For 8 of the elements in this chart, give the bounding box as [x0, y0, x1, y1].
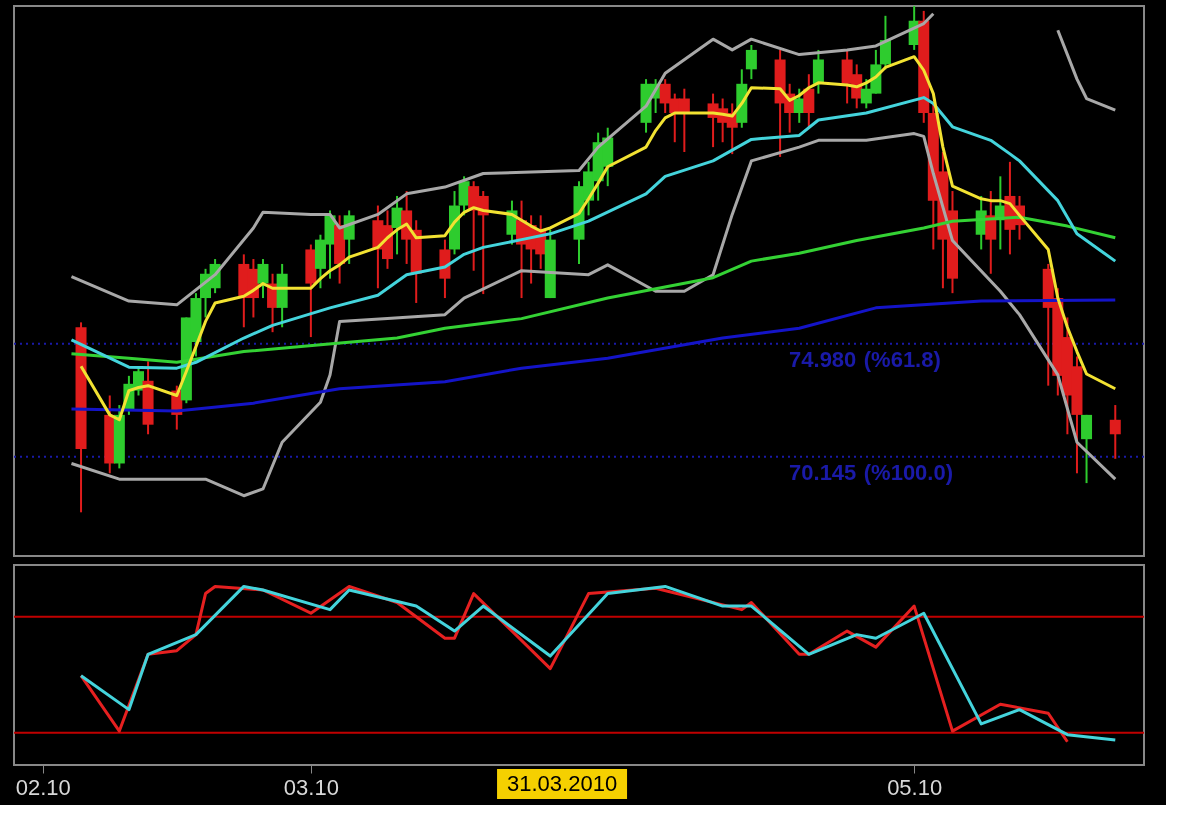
- y-tick-label: 70.145: [789, 460, 857, 486]
- annotation: (%100.0): [863, 459, 954, 485]
- x-tick-label: 05.10: [887, 774, 943, 800]
- annotation: (%61.8): [863, 346, 941, 372]
- text: 31.03.2010: [507, 771, 618, 796]
- x-tick-label: 03.10: [283, 774, 339, 800]
- y-tick-label: 74.980: [789, 347, 857, 373]
- x-tick-label: 02.10: [15, 774, 71, 800]
